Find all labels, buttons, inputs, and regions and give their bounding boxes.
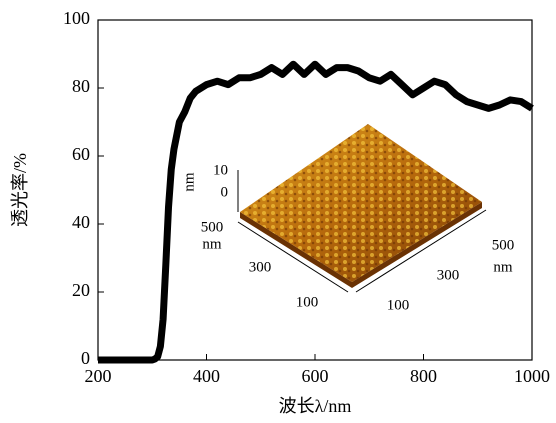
inset-tick: 100	[296, 294, 319, 310]
data-line	[98, 60, 534, 364]
inset-tick: 500	[201, 219, 224, 235]
inset-label: nm	[181, 172, 197, 192]
y-axis-label: 透光率/%	[10, 153, 30, 227]
inset-axis	[237, 221, 349, 293]
inset-side	[240, 202, 482, 288]
inset-tick: 100	[387, 297, 410, 313]
x-tick-label: 1000	[514, 366, 550, 386]
inset: nm 10 0 500 nm 300 100 500 nm 300 100	[181, 124, 514, 313]
inset-texture	[240, 124, 482, 282]
y-tick-label: 60	[72, 144, 90, 164]
y-tick-label: 40	[72, 212, 90, 232]
inset-tick: 0	[221, 184, 229, 200]
x-tick-label: 400	[193, 366, 220, 386]
x-axis-label: 波长λ/nm	[279, 396, 352, 416]
inset-label: nm	[202, 236, 222, 252]
inset-label: nm	[493, 259, 513, 275]
y-tick-label: 80	[72, 76, 90, 96]
x-tick-label: 600	[302, 366, 329, 386]
inset-tick: 500	[492, 237, 515, 253]
y-tick-label: 0	[81, 348, 90, 368]
inset-tick: 10	[213, 162, 228, 178]
inset-axis	[355, 209, 487, 293]
y-tick-label: 20	[72, 280, 90, 300]
inset-tick: 300	[249, 259, 272, 275]
x-tick-label: 800	[410, 366, 437, 386]
y-tick-label: 100	[63, 8, 90, 28]
x-tick-label: 200	[85, 366, 112, 386]
inset-tick: 300	[437, 267, 460, 283]
